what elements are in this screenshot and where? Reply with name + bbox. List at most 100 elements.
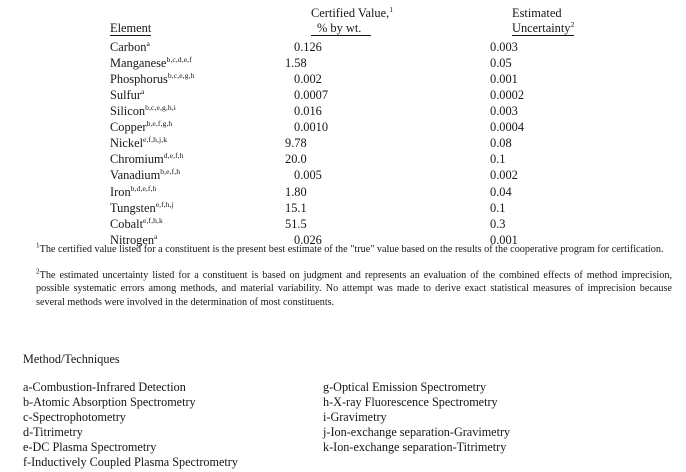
cell-certified-value: 9.78 <box>285 135 490 151</box>
table-row: Siliconb,c,e,g,h,i 0.016 0.003 <box>110 103 670 119</box>
certified-value: 20.0 <box>285 152 307 167</box>
cell-certified-value: 0.026 <box>285 231 490 247</box>
header-label-percent-by-weight: % by wt. <box>311 21 372 37</box>
table-row: Carbona 0.126 0.003 <box>110 38 670 54</box>
method-item: j-Ion-exchange separation-Gravimetry <box>323 425 511 440</box>
cell-element: Nickele,f,h,j,k <box>110 135 285 151</box>
header-cell-certified-value: Certified Value,1 % by wt. <box>285 6 490 38</box>
element-name: Sulfur <box>110 87 141 102</box>
method-item: a-Combustion-Infrared Detection <box>23 380 186 394</box>
header-label-certified-value: Certified Value, <box>311 6 390 20</box>
element-method-refs: b,c,d,e,f <box>166 54 192 64</box>
certified-value: 1.80 <box>285 184 307 199</box>
cell-element: Chromiumd,e,f,h <box>110 151 285 167</box>
cell-estimated-uncertainty: 0.05 <box>490 54 670 70</box>
header-label-uncertainty: Uncertainty <box>512 20 571 35</box>
table-row: Copperb,e,f,g,h 0.0010 0.0004 <box>110 119 670 135</box>
method-item: d-Titrimetry <box>23 425 83 440</box>
element-method-refs: b,d,e,f,h <box>130 183 157 193</box>
header-label-estimated: Estimated <box>512 6 562 20</box>
estimated-uncertainty: 0.04 <box>490 184 512 199</box>
certified-value: 9.78 <box>285 136 307 151</box>
cell-estimated-uncertainty: 0.1 <box>490 199 670 215</box>
estimated-uncertainty: 0.08 <box>490 136 512 151</box>
cell-certified-value: 1.58 <box>285 54 490 70</box>
table-row: Nitrogena 0.026 0.001 <box>110 231 670 247</box>
certified-value: 0.126 <box>294 39 322 54</box>
certified-value: 0.0010 <box>294 120 329 135</box>
element-method-refs: b,e,f,h <box>160 167 181 177</box>
certified-value: 15.1 <box>285 200 307 215</box>
estimated-uncertainty: 0.3 <box>490 216 506 231</box>
method-item: h-X-ray Fluorescence Spectrometry <box>323 395 498 410</box>
method-item: k-Ion-exchange separation-Titrimetry <box>323 440 507 455</box>
methods-section-title: Method/Techniques <box>23 352 120 366</box>
element-method-refs: a <box>154 231 158 241</box>
element-name: Carbon <box>110 39 147 54</box>
element-method-refs: b,c,e,g,h,i <box>145 102 176 112</box>
table-row: Vanadiumb,e,f,h 0.005 0.002 <box>110 167 670 183</box>
element-method-refs: e,f,h,k <box>143 215 163 225</box>
footnote-1-text: The certified value listed for a constit… <box>39 244 664 255</box>
header-cell-estimated-uncertainty: Estimated Uncertainty2 <box>490 6 670 38</box>
element-name: Silicon <box>110 104 146 119</box>
certified-value: 0.026 <box>294 232 322 247</box>
element-method-refs: b,e,f,g,h <box>146 119 173 129</box>
cell-certified-value: 0.0007 <box>285 86 490 102</box>
certified-values-table: Element Certified Value,1 % by wt. Estim… <box>110 6 670 247</box>
cell-element: Cobalte,f,h,k <box>110 215 285 231</box>
certified-value: 0.016 <box>294 104 322 119</box>
header-label-element: Element <box>110 20 152 37</box>
element-method-refs: e,f,h,j <box>155 199 174 209</box>
table-body: Carbona 0.126 0.003 Manganeseb,c,d,e,f 1.58 0… <box>110 38 670 247</box>
header-uncertainty-line2-wrap: Uncertainty2 <box>512 20 575 37</box>
cell-estimated-uncertainty: 0.001 <box>490 70 670 86</box>
element-name: Manganese <box>110 55 167 70</box>
element-name: Cobalt <box>110 216 144 231</box>
cell-element: Siliconb,c,e,g,h,i <box>110 103 285 119</box>
estimated-uncertainty: 0.003 <box>490 39 518 54</box>
estimated-uncertainty: 0.1 <box>490 200 506 215</box>
footnotes-section: 1The certified value listed for a consti… <box>36 242 672 322</box>
certified-value: 0.002 <box>294 71 322 86</box>
table-header: Element Certified Value,1 % by wt. Estim… <box>110 6 670 38</box>
cell-element: Manganeseb,c,d,e,f <box>110 54 285 70</box>
estimated-uncertainty: 0.0002 <box>490 87 525 102</box>
element-name: Chromium <box>110 152 164 167</box>
method-item: f-Inductively Coupled Plasma Spectrometr… <box>23 455 238 470</box>
table-header-row: Element Certified Value,1 % by wt. Estim… <box>110 6 670 38</box>
cell-certified-value: 51.5 <box>285 215 490 231</box>
header-uncertainty-stack: Estimated Uncertainty2 <box>490 6 670 37</box>
table-row: Nickele,f,h,j,k 9.78 0.08 <box>110 135 670 151</box>
element-name: Phosphorus <box>110 71 168 86</box>
cell-element: Vanadiumb,e,f,h <box>110 167 285 183</box>
cell-estimated-uncertainty: 0.3 <box>490 215 670 231</box>
element-name: Nickel <box>110 136 144 151</box>
element-name: Iron <box>110 184 131 199</box>
estimated-uncertainty: 0.003 <box>490 104 518 119</box>
cell-certified-value: 20.0 <box>285 151 490 167</box>
methods-column-left: a-Combustion-Infrared Detection b-Atomic … <box>23 380 323 471</box>
footnote-1: 1The certified value listed for a consti… <box>36 242 672 256</box>
cell-element: Nitrogena <box>110 231 285 247</box>
header-certified-stack: Certified Value,1 % by wt. <box>285 6 490 37</box>
table-row: Tungstene,f,h,j 15.1 0.1 <box>110 199 670 215</box>
methods-section: a-Combustion-Infrared Detection b-Atomic … <box>23 380 663 471</box>
estimated-uncertainty: 0.1 <box>490 152 506 167</box>
cell-certified-value: 15.1 <box>285 199 490 215</box>
cell-estimated-uncertainty: 0.002 <box>490 167 670 183</box>
table-row: Phosphorusb,c,e,g,h 0.002 0.001 <box>110 70 670 86</box>
cell-estimated-uncertainty: 0.003 <box>490 103 670 119</box>
element-method-refs: b,c,e,g,h <box>167 70 195 80</box>
method-item: g-Optical Emission Spectrometry <box>323 380 487 394</box>
cell-estimated-uncertainty: 0.08 <box>490 135 670 151</box>
element-method-refs: a <box>140 86 145 96</box>
table-row: Cobalte,f,h,k 51.5 0.3 <box>110 215 670 231</box>
element-name: Copper <box>110 120 147 135</box>
table-row: Sulfura 0.0007 0.0002 <box>110 86 670 102</box>
cell-estimated-uncertainty: 0.003 <box>490 38 670 54</box>
cell-element: Copperb,e,f,g,h <box>110 119 285 135</box>
method-item: i-Gravimetry <box>323 410 387 425</box>
certified-value: 51.5 <box>285 216 307 231</box>
